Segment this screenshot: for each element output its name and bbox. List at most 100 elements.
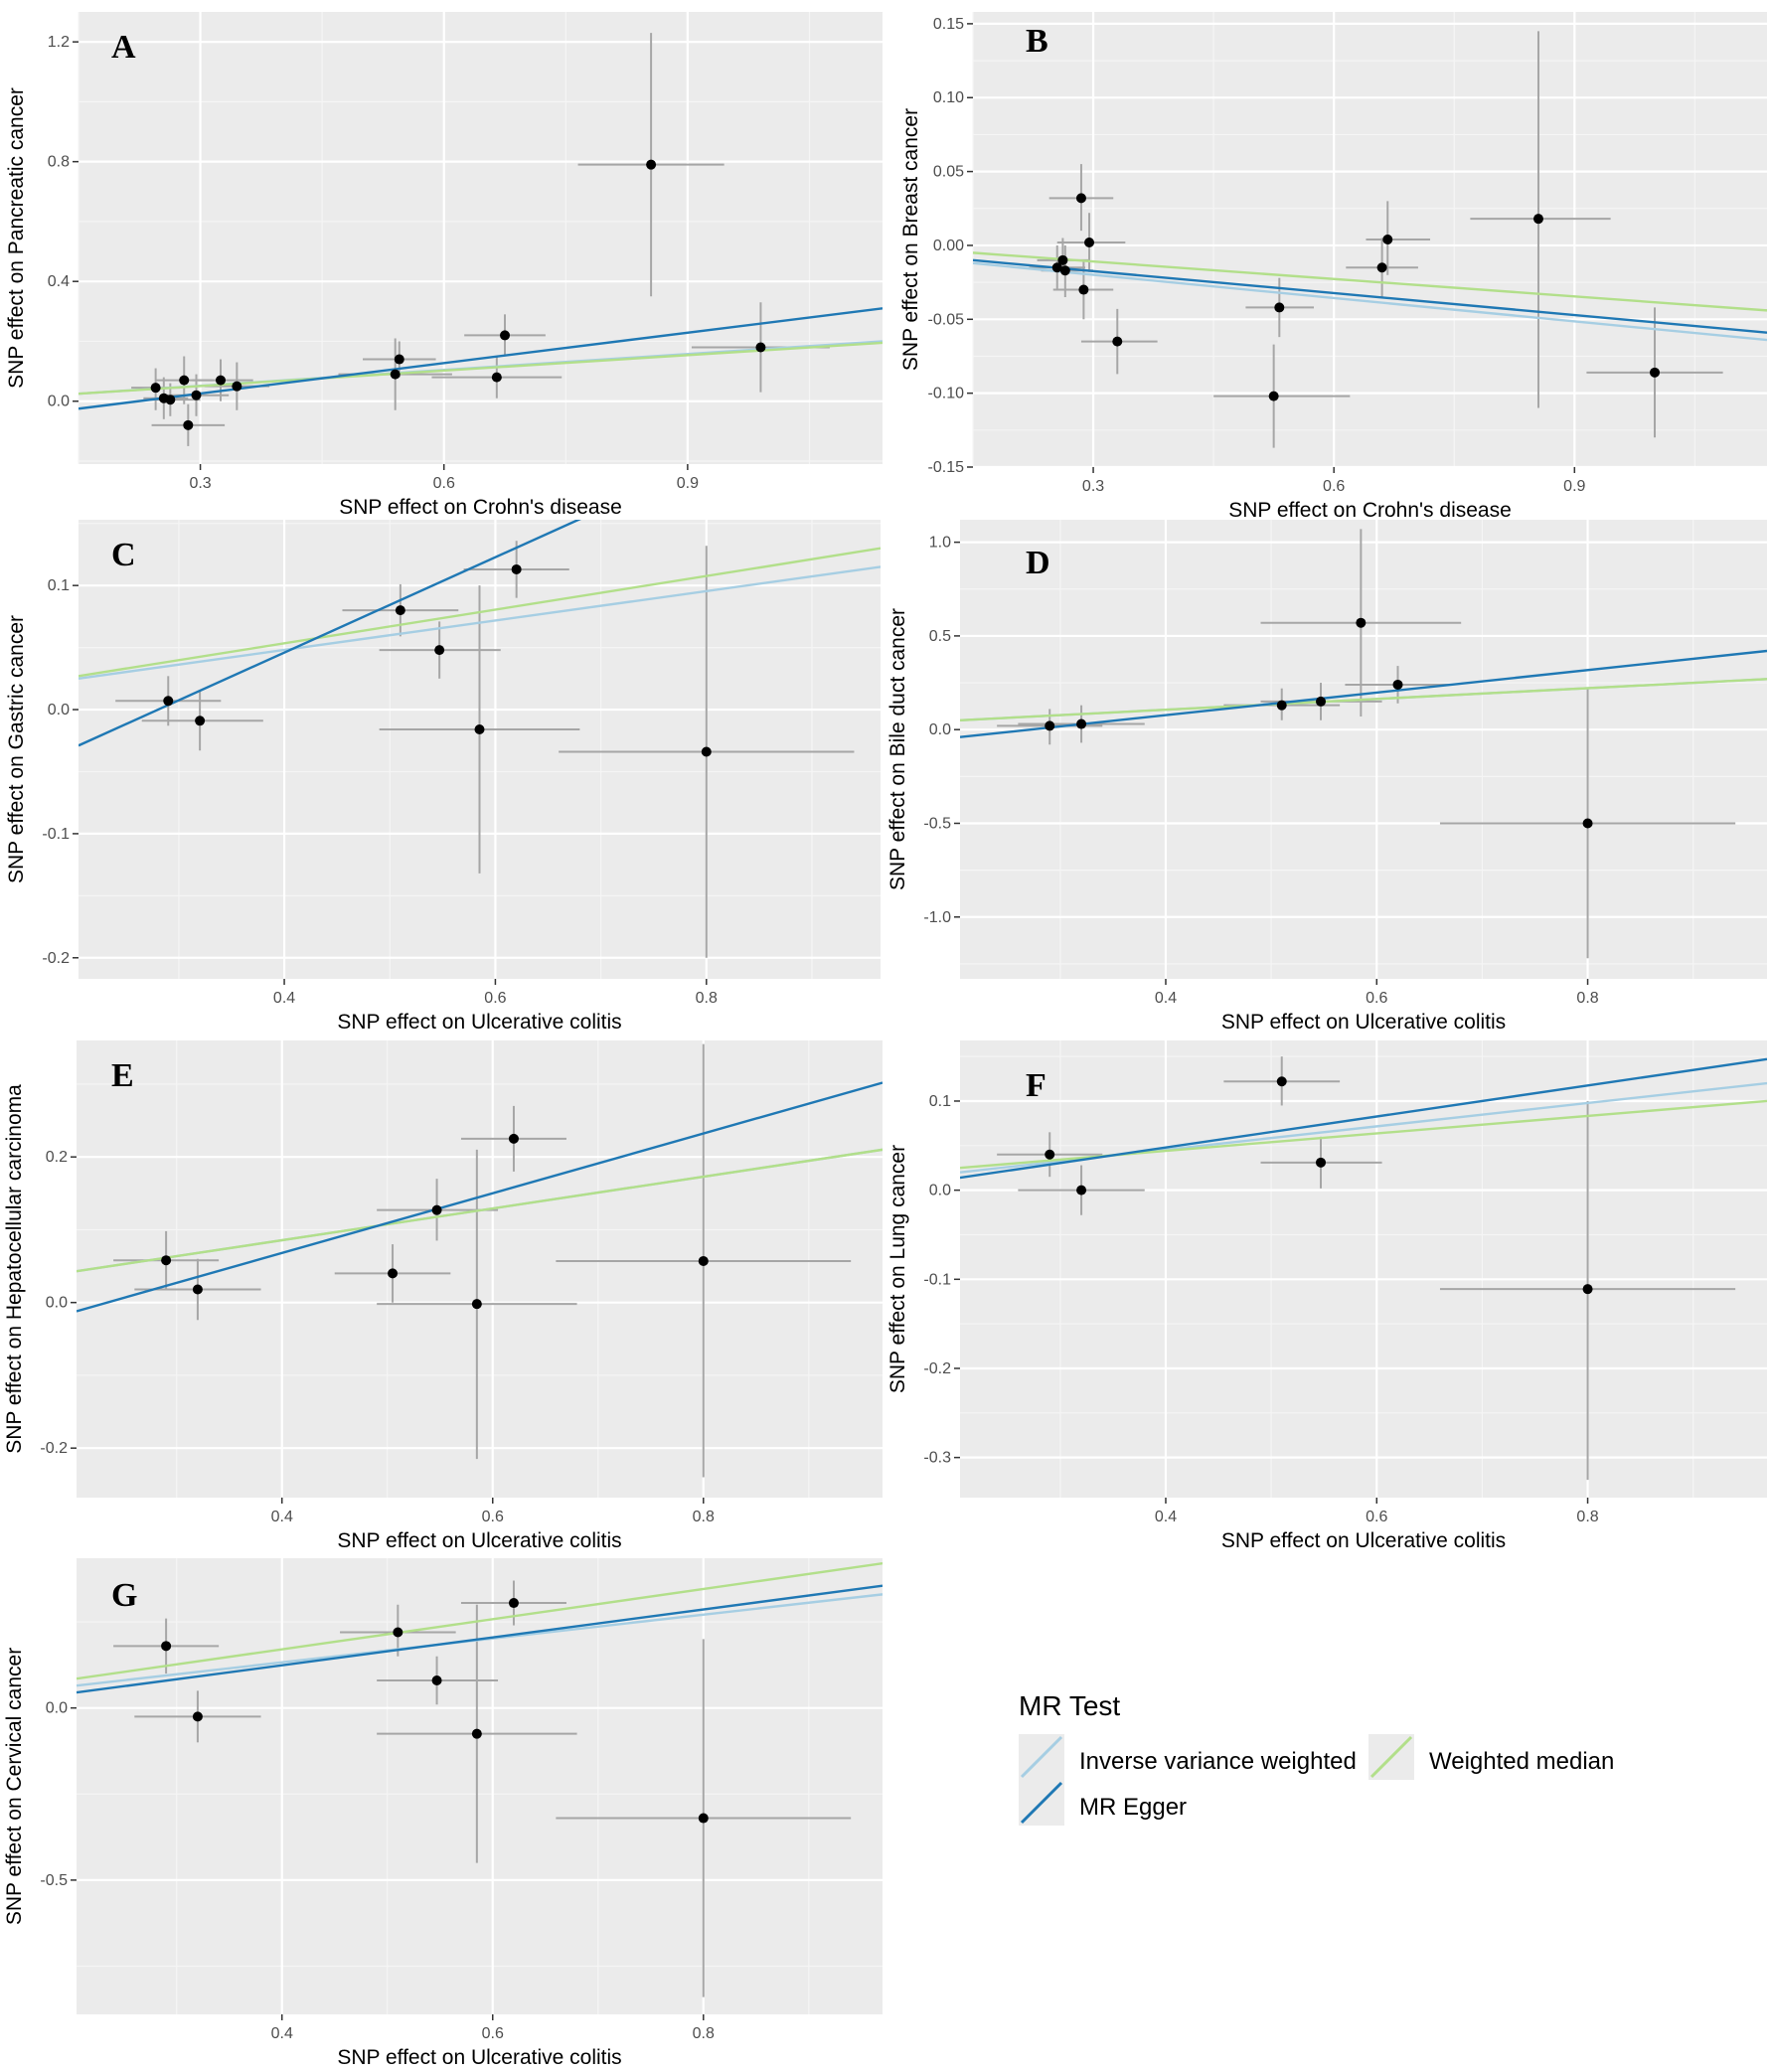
legend-key-line	[1020, 1781, 1063, 1825]
y-axis-title: SNP effect on Lung cancer	[886, 1145, 909, 1393]
x-tick-label: 0.4	[273, 990, 295, 1007]
snp-point	[232, 381, 242, 392]
snp-point	[1045, 1149, 1055, 1160]
panel-b: -0.15 -0.10 -0.05 0.00 0.05 0.10 0.15 0.3 0.6 0.9…	[899, 12, 1767, 522]
snp-point	[701, 746, 712, 757]
regression-line-egger	[77, 1081, 883, 1313]
snp-point	[390, 369, 401, 380]
snp-point	[491, 372, 502, 383]
x-tick-label: 0.3	[189, 475, 211, 492]
y-tick-label: -0.1	[923, 1271, 951, 1288]
snp-point	[1059, 265, 1070, 276]
x-tick-label: 0.4	[1155, 1509, 1177, 1525]
snp-point	[508, 1133, 519, 1144]
x-axis-title: SNP effect on Ulcerative colitis	[337, 2046, 621, 2069]
regression-line-wmedian	[973, 251, 1767, 312]
y-tick-label: -0.2	[40, 1440, 68, 1457]
snp-point	[1316, 1157, 1327, 1168]
y-tick-label: -1.0	[923, 909, 951, 926]
panel-label: D	[1026, 545, 1050, 581]
y-tick-label: 0.10	[933, 89, 964, 106]
x-tick-label: 0.4	[271, 2025, 293, 2042]
x-axis-title: SNP effect on Ulcerative colitis	[337, 1011, 621, 1034]
panel-a: 0.0 0.4 0.8 1.2 0.3 0.6 0.9 SNP effect on Crohn…	[5, 12, 883, 519]
y-tick-label: -0.05	[928, 311, 965, 328]
snp-point	[511, 563, 522, 574]
snp-point	[388, 1268, 399, 1279]
x-axis-title: SNP effect on Ulcerative colitis	[1221, 1529, 1506, 1552]
snp-point	[474, 724, 485, 735]
y-tick-label: 0.0	[48, 702, 70, 718]
y-tick-label: 0.0	[46, 1700, 68, 1717]
regression-line-egger	[960, 1057, 1767, 1180]
x-tick-label: 0.9	[1563, 478, 1585, 495]
snp-point	[698, 1255, 709, 1266]
legend-item-wmedian: Weighted median	[1368, 1734, 1614, 1780]
x-tick-label: 0.8	[696, 990, 718, 1007]
snp-point	[431, 1674, 442, 1685]
y-tick-label: 0.1	[929, 1093, 951, 1110]
snp-point	[393, 1627, 403, 1638]
y-tick-label: -0.5	[40, 1872, 68, 1889]
snp-point	[1392, 679, 1403, 690]
x-tick-label: 0.6	[433, 475, 455, 492]
panel-f: -0.3 -0.2 -0.1 0.0 0.1 0.4 0.6 0.8 SNP effect on…	[886, 1040, 1767, 1552]
y-tick-label: -0.2	[42, 950, 70, 967]
regression-line-egger	[960, 649, 1767, 738]
y-tick-label: 1.2	[48, 34, 70, 51]
snp-point	[395, 605, 405, 616]
snp-point	[1268, 391, 1279, 401]
x-tick-label: 0.4	[1155, 990, 1177, 1007]
snp-point	[434, 645, 445, 656]
x-axis-title: SNP effect on Crohn's disease	[339, 496, 622, 519]
snp-point	[471, 1728, 482, 1739]
legend-key-line	[1369, 1735, 1413, 1779]
y-tick-label: 1.0	[929, 535, 951, 552]
y-tick-label: -0.5	[923, 815, 951, 832]
x-tick-label: 0.8	[1576, 990, 1598, 1007]
y-tick-label: 0.0	[48, 394, 70, 410]
y-tick-label: 0.0	[929, 1183, 951, 1199]
snp-point	[1076, 1185, 1087, 1195]
snp-point	[192, 1711, 203, 1722]
snp-point	[500, 330, 511, 341]
plot-background	[960, 520, 1767, 979]
x-axis-title: SNP effect on Crohn's disease	[1228, 499, 1512, 522]
x-tick-label: 0.6	[484, 990, 506, 1007]
x-tick-label: 0.6	[482, 2025, 504, 2042]
plot-background	[960, 1040, 1767, 1498]
snp-point	[1078, 284, 1089, 295]
snp-point	[508, 1598, 519, 1609]
regression-line-wmedian	[79, 547, 881, 678]
panel-label: A	[111, 29, 136, 66]
y-axis-title: SNP effect on Pancreatic cancer	[5, 87, 28, 389]
legend-item-ivw: Inverse variance weighted	[1019, 1734, 1357, 1780]
snp-point	[179, 375, 190, 386]
snp-point	[1650, 367, 1661, 378]
snp-point	[1045, 720, 1055, 731]
regression-line-egger	[77, 1584, 883, 1694]
y-tick-label: 0.8	[48, 154, 70, 171]
y-axis-title: SNP effect on Hepatocellular carcinoma	[3, 1084, 26, 1454]
y-tick-label: 0.00	[933, 238, 964, 254]
y-tick-label: 0.05	[933, 164, 964, 181]
x-tick-label: 0.6	[482, 1509, 504, 1525]
plot-background	[79, 12, 883, 464]
snp-point	[216, 375, 227, 386]
x-axis-title: SNP effect on Ulcerative colitis	[1221, 1011, 1506, 1034]
snp-point	[471, 1299, 482, 1310]
snp-point	[165, 395, 176, 405]
snp-point	[183, 419, 194, 430]
legend-key-line	[1020, 1735, 1063, 1779]
snp-point	[150, 383, 161, 394]
regression-line-ivw	[79, 565, 881, 681]
x-tick-label: 0.3	[1082, 478, 1104, 495]
y-tick-label: 0.2	[46, 1149, 68, 1166]
y-axis-title: SNP effect on Bile duct cancer	[886, 608, 909, 890]
snp-point	[1076, 718, 1087, 729]
x-axis-title: SNP effect on Ulcerative colitis	[337, 1529, 621, 1552]
x-tick-label: 0.8	[693, 1509, 715, 1525]
snp-point	[1276, 700, 1287, 711]
panel-e: -0.2 0.0 0.2 0.4 0.6 0.8 SNP effect on Ulcerat…	[3, 1040, 883, 1552]
